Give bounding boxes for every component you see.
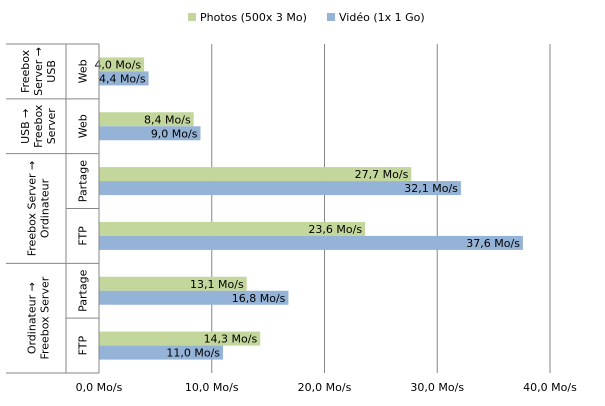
group-label: Freebox Server →Ordinateur [26, 161, 52, 257]
bars [99, 57, 523, 360]
bar [99, 235, 523, 250]
value-labels: 4,0 Mo/s4,4 Mo/s 8,4 Mo/s9,0 Mo/s 27,7 Mo/… [94, 58, 520, 359]
x-tick-label: 30,0 Mo/s [410, 381, 464, 394]
x-tick-label: 40,0 Mo/s [523, 381, 577, 394]
category-label: FTP [77, 226, 90, 246]
x-axis: 0,0 Mo/s 10,0 Mo/s 20,0 Mo/s 30,0 Mo/s 40,0 … [76, 381, 577, 394]
category-label: FTP [77, 335, 90, 355]
bar [99, 167, 412, 182]
bar [99, 112, 194, 127]
value-label: 13,1 Mo/s [190, 278, 244, 291]
group-label-line: Server [45, 108, 58, 145]
bar [99, 126, 201, 141]
bar [99, 331, 261, 346]
value-label: 32,1 Mo/s [404, 182, 458, 195]
bar [99, 345, 224, 360]
category-label: Web [77, 114, 90, 138]
category-label: Partage [77, 160, 90, 202]
group-label-line: Freebox Server → [26, 161, 39, 257]
value-label: 37,6 Mo/s [466, 237, 520, 250]
group-label-line: Ordinateur → [26, 282, 39, 354]
legend-swatch [327, 13, 335, 21]
group-label-line: USB [45, 60, 58, 83]
group-label-line: Server → [32, 47, 45, 96]
y-axis: WebWebPartageFTPPartageFTPFreeboxServer … [6, 43, 100, 374]
x-tick-label: 20,0 Mo/s [298, 381, 352, 394]
bar [99, 290, 289, 305]
bar [99, 221, 366, 236]
group-label-line: USB → [19, 109, 32, 144]
value-label: 4,0 Mo/s [94, 58, 141, 71]
legend-swatch [188, 13, 196, 21]
bar [99, 57, 145, 72]
value-label: 14,3 Mo/s [204, 333, 258, 346]
group-label-line: Freebox [19, 49, 32, 93]
gridlines [211, 44, 551, 373]
value-label: 23,6 Mo/s [308, 223, 362, 236]
group-label: Ordinateur →Freebox Server [26, 276, 52, 359]
group-label: FreeboxServer →USB [19, 47, 58, 96]
x-tick-label: 10,0 Mo/s [185, 381, 239, 394]
value-label: 27,7 Mo/s [355, 168, 409, 181]
value-label: 4,4 Mo/s [99, 72, 146, 85]
bar [99, 181, 461, 196]
legend-label: Vidéo (1x 1 Go) [339, 11, 425, 24]
value-label: 16,8 Mo/s [232, 292, 286, 305]
value-label: 11,0 Mo/s [166, 347, 220, 360]
group-label-line: Ordinateur [39, 178, 52, 238]
bar [99, 71, 149, 86]
x-tick-label: 0,0 Mo/s [76, 381, 123, 394]
legend-label: Photos (500x 3 Mo) [200, 11, 307, 24]
category-label: Web [77, 59, 90, 83]
group-label: USB →FreeboxServer [19, 104, 58, 148]
group-label-line: Freebox [32, 104, 45, 148]
value-label: 8,4 Mo/s [144, 113, 191, 126]
bar [99, 276, 247, 291]
legend: Photos (500x 3 Mo) Vidéo (1x 1 Go) [188, 11, 425, 24]
value-label: 9,0 Mo/s [151, 127, 198, 140]
group-label-line: Freebox Server [39, 276, 52, 359]
category-label: Partage [77, 269, 90, 311]
